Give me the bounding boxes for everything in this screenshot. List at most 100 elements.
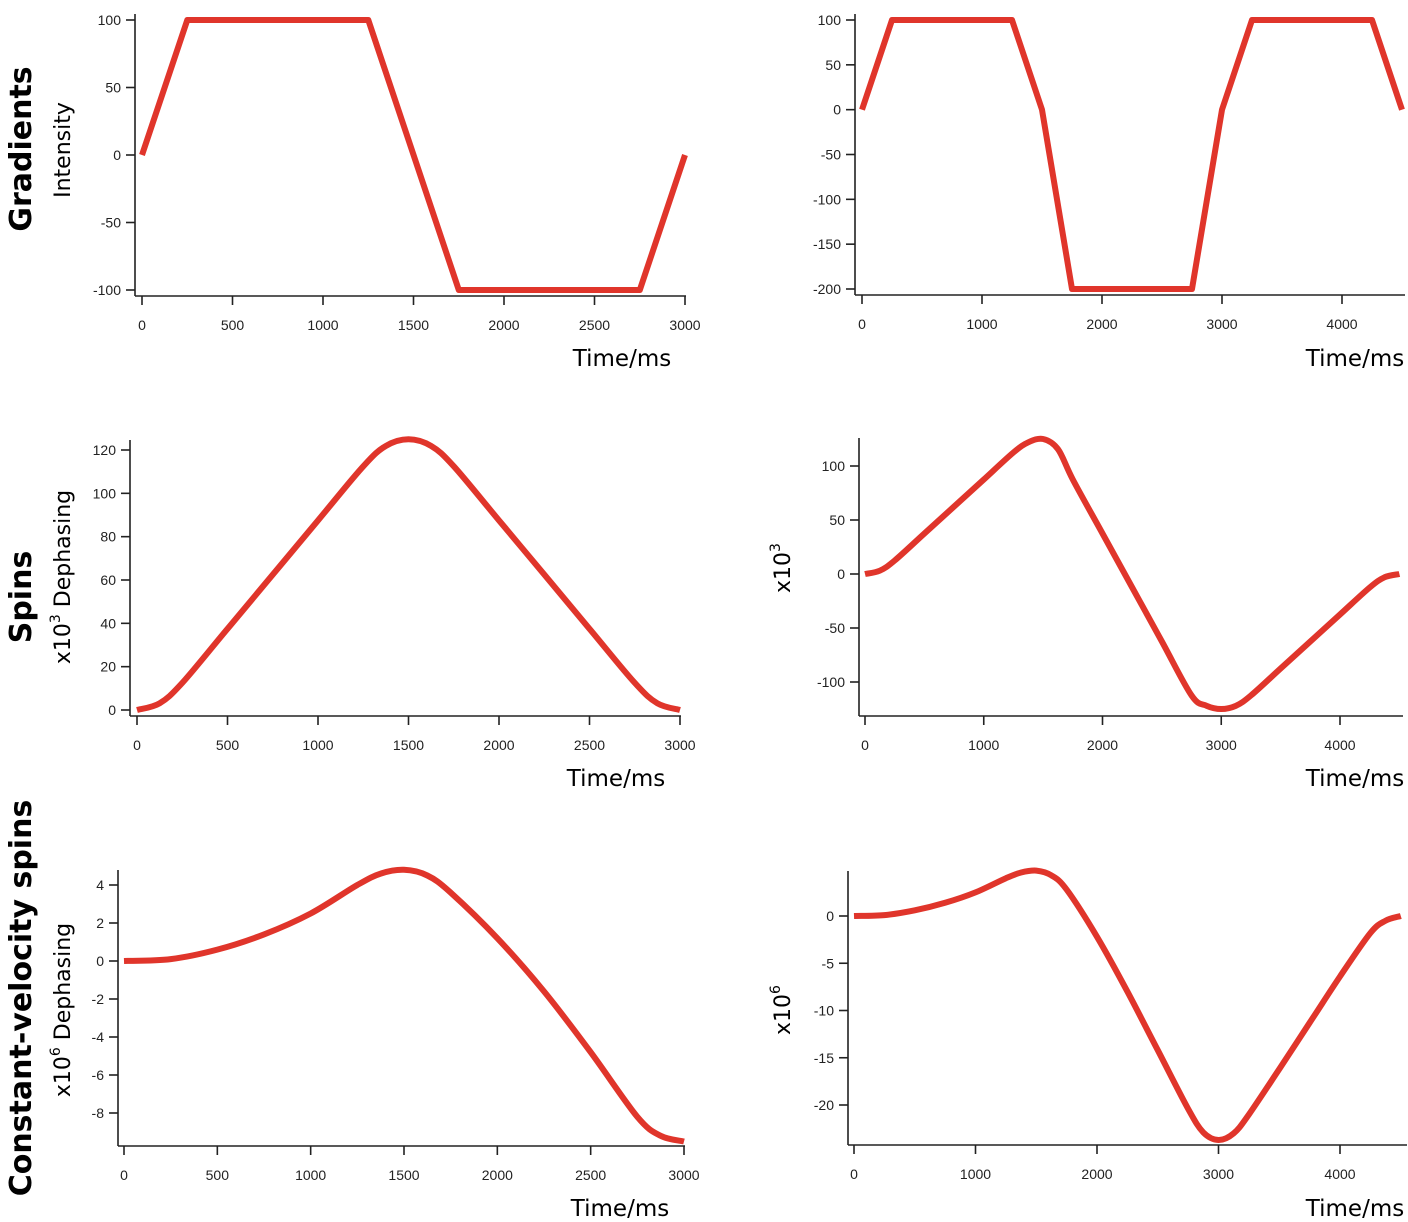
y-tick-label: 40 bbox=[100, 615, 116, 631]
y-tick-label: -200 bbox=[813, 281, 841, 297]
x-tick-label: 2000 bbox=[483, 737, 514, 753]
y-tick-label: -15 bbox=[814, 1050, 834, 1066]
y-tick-label: -5 bbox=[822, 955, 835, 971]
y-tick-label: -50 bbox=[101, 215, 121, 231]
x-tick-label: 2000 bbox=[1081, 1166, 1112, 1182]
y-tick-label: -100 bbox=[813, 191, 841, 207]
x-tick-label: 4000 bbox=[1326, 316, 1357, 332]
y-tick-label: 2 bbox=[96, 915, 104, 931]
y-axis-multiplier: x10 bbox=[51, 1056, 76, 1097]
x-axis-label: Time/ms bbox=[570, 1196, 669, 1222]
x-tick-label: 3000 bbox=[1206, 316, 1237, 332]
series-line-constant-velocity-dephasing bbox=[853, 867, 1402, 1143]
series-line-gradient bbox=[859, 17, 1405, 292]
x-tick-label: 2000 bbox=[1086, 316, 1117, 332]
x-tick-label: 1000 bbox=[960, 1166, 991, 1182]
y-axis-exponent: 3 bbox=[768, 543, 784, 552]
x-tick-label: 0 bbox=[850, 1166, 858, 1182]
x-tick-label: 3000 bbox=[1206, 737, 1237, 753]
y-axis-exponent: 6 bbox=[48, 1047, 64, 1056]
series-line-gradient bbox=[139, 17, 688, 293]
y-tick-label: 0 bbox=[833, 102, 841, 118]
row-label-spins: Spins bbox=[4, 551, 39, 644]
y-tick-label: 50 bbox=[825, 57, 841, 73]
x-tick-label: 3000 bbox=[668, 1167, 699, 1183]
series-line-spin-dephasing bbox=[136, 436, 681, 713]
y-axis-quantity: Dephasing bbox=[51, 490, 76, 614]
y-tick-label: -2 bbox=[92, 991, 105, 1007]
y-tick-label: 100 bbox=[822, 458, 846, 474]
y-tick-label: 120 bbox=[93, 442, 117, 458]
y-tick-label: -4 bbox=[92, 1029, 105, 1045]
x-tick-label: 1500 bbox=[388, 1167, 419, 1183]
x-tick-label: 1500 bbox=[393, 737, 424, 753]
y-axis-multiplier: x10 bbox=[771, 994, 796, 1035]
y-axis-multiplier: x10 bbox=[771, 552, 796, 593]
x-tick-label: 2500 bbox=[575, 1167, 606, 1183]
y-axis-exponent: 6 bbox=[768, 985, 784, 994]
y-tick-label: -8 bbox=[92, 1105, 105, 1121]
x-tick-label: 1000 bbox=[966, 316, 997, 332]
y-tick-label: 60 bbox=[100, 572, 116, 588]
series-line-constant-velocity-dephasing bbox=[123, 866, 685, 1145]
y-tick-label: 100 bbox=[93, 485, 117, 501]
y-axis-label: x106 Dephasing bbox=[48, 923, 76, 1097]
x-tick-label: 3000 bbox=[1203, 1166, 1234, 1182]
y-tick-label: 4 bbox=[96, 877, 104, 893]
y-tick-label: -100 bbox=[93, 282, 121, 298]
x-tick-label: 0 bbox=[861, 737, 869, 753]
y-tick-label: 0 bbox=[108, 702, 116, 718]
x-tick-label: 2500 bbox=[574, 737, 605, 753]
y-axis-quantity: Dephasing bbox=[51, 923, 76, 1047]
x-tick-label: 500 bbox=[206, 1167, 230, 1183]
x-tick-label: 1000 bbox=[302, 737, 333, 753]
y-tick-label: 0 bbox=[826, 908, 834, 924]
y-tick-label: -150 bbox=[813, 236, 841, 252]
y-tick-label: 0 bbox=[837, 566, 845, 582]
chart-cv-spins-right: -20 -15 -10 -5 0 0 1000 2000 3000 4000 Time/ms x106 bbox=[768, 867, 1407, 1222]
y-axis-label: x103 bbox=[768, 543, 796, 593]
x-tick-label: 1500 bbox=[398, 317, 429, 333]
y-tick-label: 100 bbox=[818, 12, 842, 28]
x-axis-label: Time/ms bbox=[1305, 346, 1404, 372]
x-tick-label: 3000 bbox=[664, 737, 695, 753]
y-tick-label: -6 bbox=[92, 1067, 105, 1083]
x-tick-label: 2000 bbox=[1087, 737, 1118, 753]
x-tick-label: 2000 bbox=[488, 317, 519, 333]
y-tick-label: 0 bbox=[113, 147, 121, 163]
y-axis-label: Intensity bbox=[51, 102, 76, 198]
y-tick-label: -50 bbox=[821, 147, 841, 163]
x-tick-label: 2000 bbox=[482, 1167, 513, 1183]
series-line-spin-dephasing bbox=[864, 435, 1401, 712]
y-tick-label: 50 bbox=[105, 80, 121, 96]
y-tick-label: 0 bbox=[96, 953, 104, 969]
y-tick-label: -100 bbox=[817, 674, 845, 690]
y-axis-multiplier: x10 bbox=[51, 623, 76, 664]
x-tick-label: 0 bbox=[120, 1167, 128, 1183]
x-axis-label: Time/ms bbox=[572, 346, 671, 372]
x-tick-label: 3000 bbox=[669, 317, 700, 333]
y-axis-exponent: 3 bbox=[48, 614, 64, 623]
y-tick-label: 100 bbox=[98, 12, 122, 28]
x-tick-label: 500 bbox=[221, 317, 245, 333]
x-tick-label: 4000 bbox=[1324, 737, 1355, 753]
x-tick-label: 1000 bbox=[307, 317, 338, 333]
y-tick-label: 80 bbox=[100, 529, 116, 545]
x-tick-label: 1000 bbox=[968, 737, 999, 753]
x-tick-label: 0 bbox=[138, 317, 146, 333]
x-tick-label: 500 bbox=[216, 737, 240, 753]
y-tick-label: -10 bbox=[814, 1003, 834, 1019]
row-label-gradients: Gradients bbox=[4, 66, 39, 231]
y-tick-label: -50 bbox=[825, 620, 845, 636]
x-tick-label: 0 bbox=[133, 737, 141, 753]
y-tick-label: 20 bbox=[100, 659, 116, 675]
x-axis-label: Time/ms bbox=[1305, 1196, 1404, 1222]
x-tick-label: 1000 bbox=[295, 1167, 326, 1183]
row-label-constant-velocity-spins: Constant-velocity spins bbox=[4, 800, 39, 1197]
y-axis-label: x103 Dephasing bbox=[48, 490, 76, 664]
y-axis-label: x106 bbox=[768, 985, 796, 1035]
